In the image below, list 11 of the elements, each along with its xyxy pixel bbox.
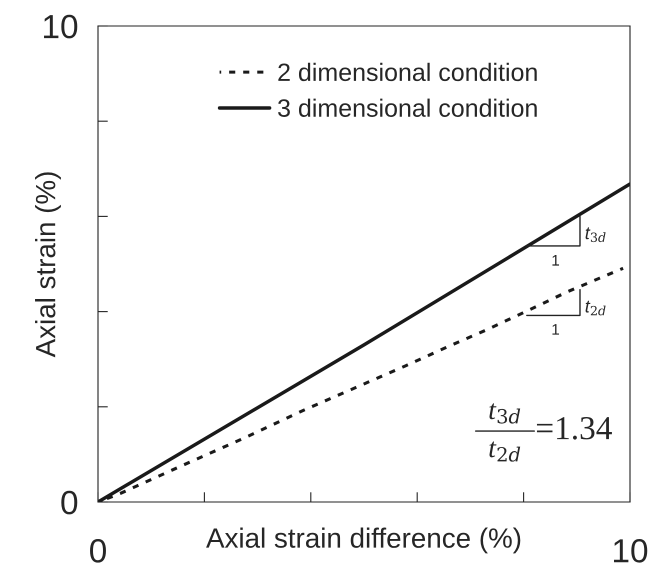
annotation: t$_{3d}$: [489, 403, 520, 424]
annotation: t$_{2d}$: [489, 441, 520, 462]
legend-label: 2 dimensional condition: [278, 62, 537, 82]
annotation: =1.34: [536, 417, 612, 440]
y-axis-title: Axial strain (%): [35, 172, 61, 358]
annotation: 1: [552, 255, 560, 266]
annotation: t$_{2d}$: [586, 300, 606, 316]
annotation: t$_{3d}$: [586, 227, 606, 242]
legend-label: 3 dimensional condition: [278, 98, 537, 117]
x-axis-title: Axial strain difference (%): [206, 528, 520, 554]
annotation: 1: [552, 324, 560, 335]
